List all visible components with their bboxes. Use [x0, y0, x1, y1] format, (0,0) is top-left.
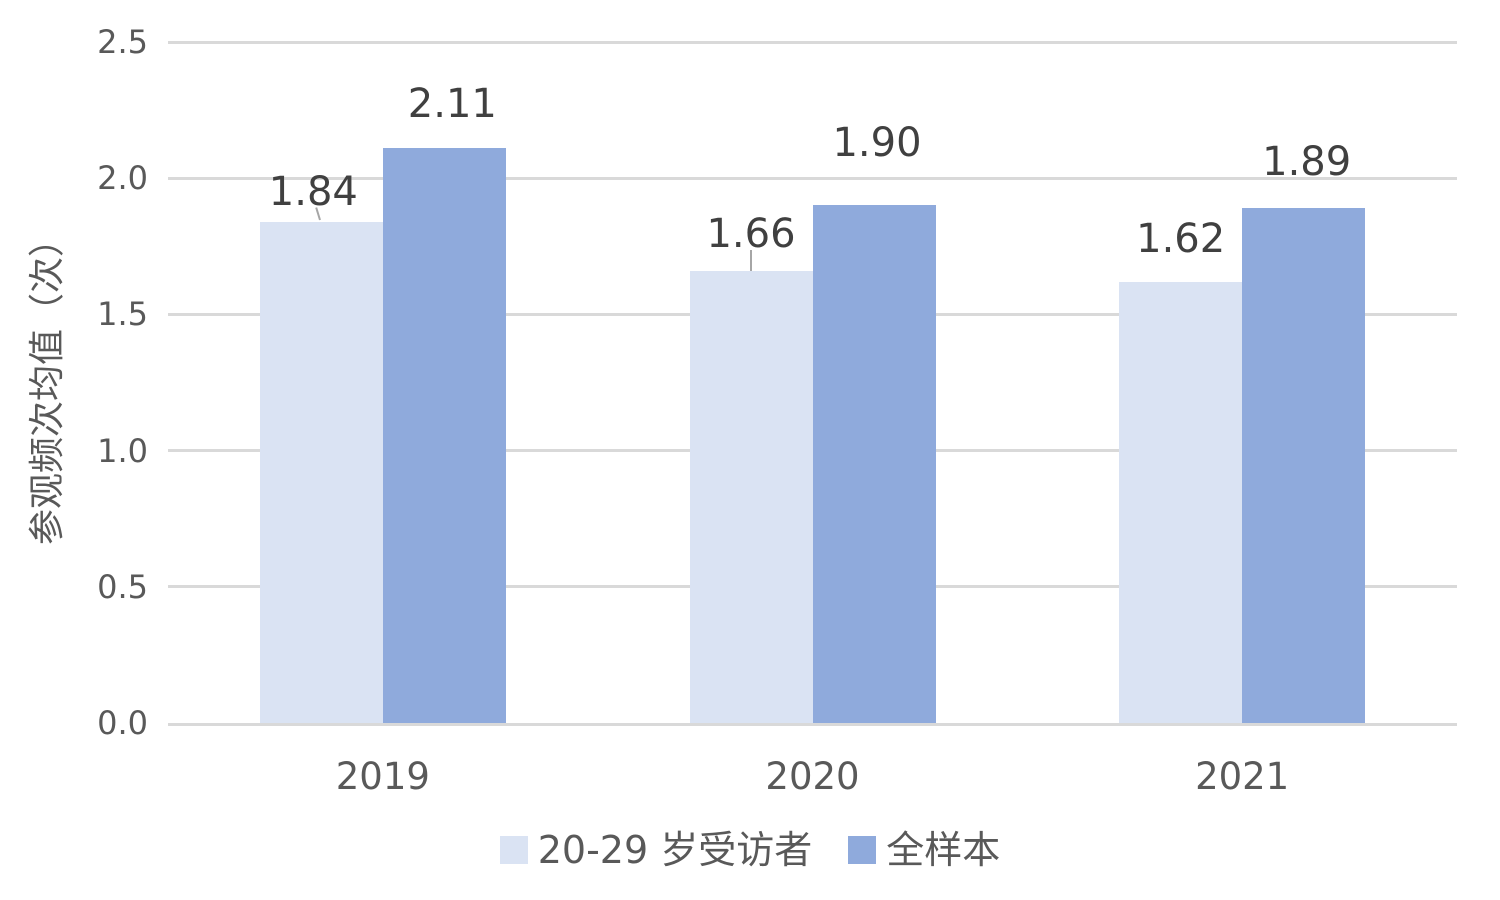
y-tick-label: 0.5	[97, 567, 148, 606]
y-tick-label: 0.0	[97, 704, 148, 742]
data-label: 2.11	[407, 81, 497, 128]
y-tick-label: 1.5	[97, 295, 148, 334]
legend-item: 20-29 岁受访者	[499, 828, 813, 872]
leader-line	[750, 249, 752, 271]
data-label: 1.84	[268, 168, 358, 215]
bar-2020-s1	[812, 205, 936, 723]
y-tick-label: 2.5	[97, 23, 148, 61]
legend-label: 全样本	[886, 828, 1001, 872]
baseline-gridline	[168, 723, 1457, 726]
y-tick-label: 1.0	[97, 431, 148, 470]
gridline	[168, 40, 1457, 44]
x-axis-label: 2021	[1195, 755, 1290, 798]
y-axis-title: 参观频次均值（次）	[27, 221, 68, 546]
bar-2021-s0	[1119, 281, 1243, 723]
gridline	[168, 176, 1457, 180]
x-axis-label: 2020	[765, 755, 860, 798]
legend: 20-29 岁受访者 全样本	[0, 829, 1500, 871]
y-tick-label: 2.0	[97, 159, 148, 198]
data-label: 1.89	[1262, 139, 1352, 186]
legend-label: 20-29 岁受访者	[537, 828, 813, 872]
bar-2021-s1	[1242, 208, 1366, 723]
data-label: 1.90	[832, 120, 922, 167]
legend-swatch-icon	[848, 836, 877, 864]
bar-2019-s1	[382, 148, 506, 723]
legend-swatch-icon	[499, 836, 528, 864]
data-label: 1.66	[706, 210, 796, 257]
bar-2020-s0	[689, 270, 813, 723]
bar-2019-s0	[259, 221, 383, 723]
data-label: 1.62	[1136, 215, 1226, 262]
legend-item: 全样本	[848, 829, 1000, 871]
x-axis-label: 2019	[335, 755, 430, 798]
